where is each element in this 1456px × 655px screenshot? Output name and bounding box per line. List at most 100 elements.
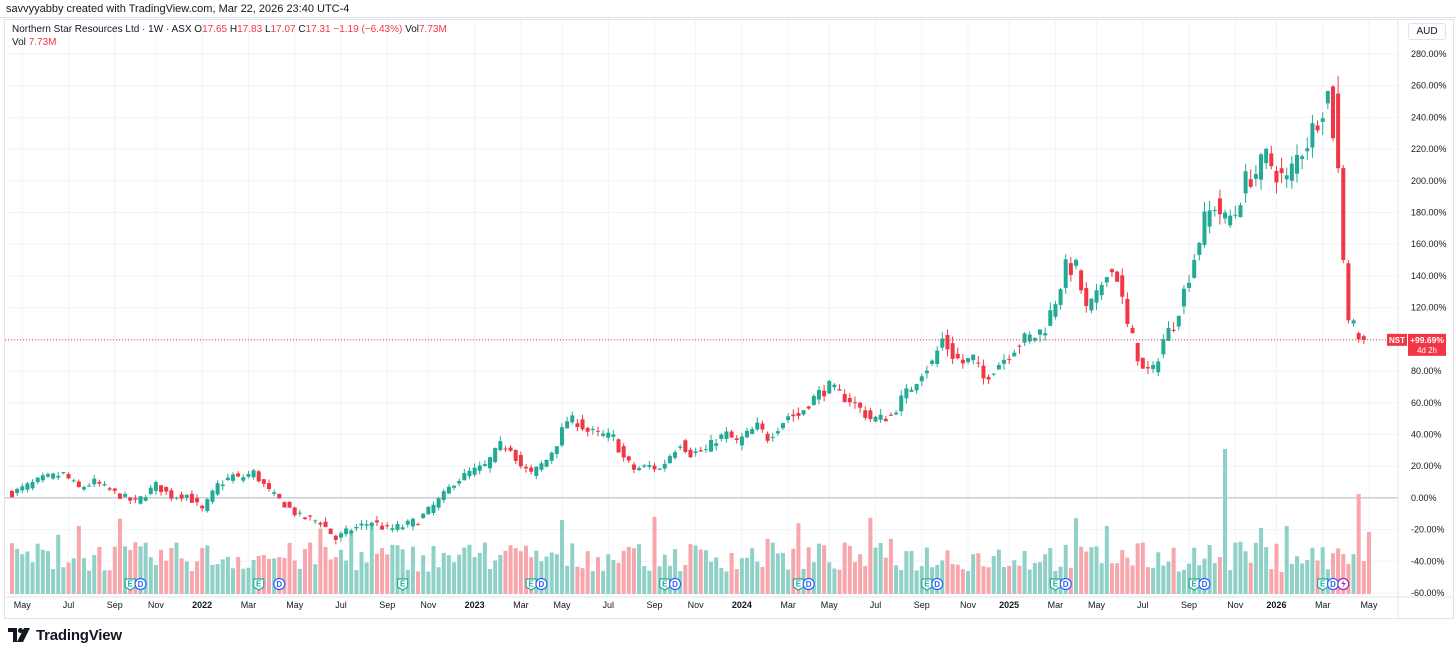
volume-bar bbox=[698, 549, 703, 594]
volume-bar bbox=[1166, 561, 1171, 594]
dividend-marker-icon[interactable]: D bbox=[273, 577, 286, 591]
candle-body bbox=[1032, 337, 1037, 341]
volume-bar bbox=[544, 556, 549, 594]
volume-bar bbox=[976, 553, 981, 594]
x-tick-label: Nov bbox=[688, 600, 705, 610]
candle-body bbox=[698, 450, 703, 452]
dividend-marker-icon[interactable]: D bbox=[1326, 577, 1340, 591]
candle-body bbox=[1166, 327, 1171, 341]
candle-body bbox=[1233, 214, 1238, 216]
dividend-marker-circle bbox=[273, 577, 286, 591]
symbol-legend: Northern Star Resources Ltd · 1W · ASX O… bbox=[12, 23, 447, 49]
earnings-marker-shape bbox=[659, 578, 671, 591]
volume-bar bbox=[847, 545, 852, 594]
x-tick-label: Mar bbox=[513, 600, 529, 610]
volume-bar bbox=[143, 542, 148, 594]
dividend-marker-icon[interactable]: D bbox=[931, 577, 944, 591]
dividend-marker-icon[interactable]: D bbox=[802, 577, 815, 591]
currency-selector[interactable]: AUD bbox=[1408, 23, 1446, 40]
candle-body bbox=[354, 526, 359, 529]
candle-body bbox=[714, 443, 719, 447]
earnings-marker-icon[interactable]: E bbox=[1317, 578, 1329, 591]
volume-bar bbox=[981, 566, 986, 594]
dividend-marker-icon[interactable]: D bbox=[535, 577, 548, 591]
volume-bar bbox=[1233, 542, 1238, 594]
dividend-marker-icon[interactable]: D bbox=[1059, 577, 1072, 591]
candle-body bbox=[724, 431, 729, 439]
candle-body bbox=[405, 520, 410, 525]
dividend-marker-icon[interactable]: D bbox=[1198, 577, 1211, 591]
candle-body bbox=[631, 464, 636, 470]
volume-bar bbox=[1104, 526, 1109, 594]
x-tick-label: May bbox=[1360, 600, 1378, 610]
y-tick-label: 280.00% bbox=[1411, 49, 1447, 59]
candle-body bbox=[570, 415, 575, 423]
candle-body bbox=[40, 475, 45, 481]
candle-body bbox=[421, 513, 426, 518]
earnings-marker-icon[interactable]: E bbox=[124, 578, 136, 591]
volume-indicator-label[interactable]: Vol bbox=[12, 37, 26, 48]
candle-body bbox=[755, 422, 760, 430]
volume-bar bbox=[1351, 554, 1356, 594]
volume-bar bbox=[883, 557, 888, 594]
dividend-marker-icon[interactable]: D bbox=[668, 577, 682, 591]
earnings-marker-icon[interactable]: E bbox=[921, 578, 933, 591]
split-marker-icon[interactable] bbox=[1337, 577, 1350, 591]
earnings-marker-icon[interactable]: E bbox=[397, 578, 409, 591]
candle-body bbox=[246, 474, 251, 477]
candle-body bbox=[287, 501, 292, 508]
dividend-marker-circle bbox=[1198, 577, 1211, 591]
earnings-marker-icon[interactable]: E bbox=[659, 578, 671, 591]
volume-bar bbox=[35, 543, 40, 594]
volume-bar bbox=[364, 562, 369, 594]
volume-bar bbox=[498, 554, 503, 594]
volume-bar bbox=[231, 568, 236, 594]
candle-body bbox=[806, 406, 811, 409]
earnings-marker-icon[interactable]: E bbox=[1049, 578, 1062, 591]
volume-bar bbox=[138, 546, 143, 594]
volume-bar bbox=[1248, 562, 1253, 594]
earnings-marker-icon[interactable]: E bbox=[792, 578, 805, 591]
candle-body bbox=[549, 452, 554, 461]
volume-bar bbox=[914, 570, 919, 594]
volume-bar bbox=[539, 561, 544, 594]
dividend-marker-icon[interactable]: D bbox=[134, 577, 147, 591]
volume-bar bbox=[159, 549, 164, 594]
volume-bar bbox=[426, 571, 431, 594]
volume-bar bbox=[117, 518, 122, 594]
volume-bar bbox=[1038, 562, 1042, 594]
earnings-marker-icon[interactable]: E bbox=[253, 578, 265, 591]
volume-bar bbox=[189, 571, 194, 594]
x-tick-label: Nov bbox=[1227, 600, 1244, 610]
earnings-marker-icon[interactable]: E bbox=[1188, 578, 1200, 591]
candle-body bbox=[616, 439, 621, 453]
y-tick-label: 220.00% bbox=[1411, 144, 1447, 154]
high-value: 17.83 bbox=[237, 24, 263, 35]
volume-bar bbox=[1346, 563, 1351, 594]
price-tag-countdown: 4d 2h bbox=[1417, 346, 1437, 355]
candle-body bbox=[256, 471, 261, 482]
volume-bar bbox=[1217, 557, 1222, 594]
earnings-marker-icon[interactable]: E bbox=[525, 578, 537, 591]
x-tick-label: May bbox=[14, 600, 32, 610]
candle-body bbox=[621, 446, 626, 458]
candle-body bbox=[678, 446, 683, 448]
candle-body bbox=[1171, 329, 1176, 331]
candle-body bbox=[395, 524, 400, 530]
candle-body bbox=[71, 480, 76, 482]
candle-body bbox=[56, 475, 61, 478]
dividend-marker-circle bbox=[802, 577, 815, 591]
volume-bar bbox=[1145, 567, 1150, 594]
volume-bar bbox=[236, 557, 241, 594]
volume-bar bbox=[1161, 565, 1166, 594]
candle-body bbox=[195, 498, 200, 503]
candle-body bbox=[302, 517, 307, 519]
volume-bar bbox=[1264, 547, 1269, 594]
candle-body bbox=[693, 451, 698, 454]
candle-body bbox=[873, 416, 878, 422]
symbol-title[interactable]: Northern Star Resources Ltd · 1W · ASX bbox=[12, 24, 192, 35]
candle-body bbox=[667, 456, 672, 464]
candle-body bbox=[914, 384, 919, 391]
volume-bar bbox=[1279, 571, 1284, 594]
